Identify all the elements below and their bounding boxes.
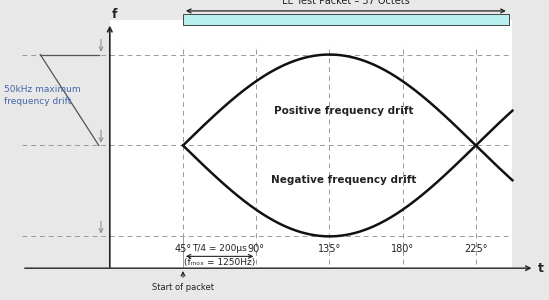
Text: 45°: 45° [175, 244, 192, 254]
Text: Negative frequency drift: Negative frequency drift [271, 175, 417, 185]
Text: t: t [538, 262, 544, 275]
Text: f: f [112, 8, 117, 21]
Text: Positive frequency drift: Positive frequency drift [274, 106, 414, 116]
Text: 135°: 135° [318, 244, 341, 254]
Text: 225°: 225° [464, 244, 488, 254]
Text: LE Test Packet – 37 Octets: LE Test Packet – 37 Octets [282, 0, 410, 6]
Text: 180°: 180° [391, 244, 414, 254]
Text: 50kHz maximum
frequency drift: 50kHz maximum frequency drift [4, 85, 80, 106]
Text: T/4 = 200μs: T/4 = 200μs [192, 244, 247, 253]
Bar [183, 14, 509, 25]
Text: (fₘₒₓ = 1250Hz): (fₘₒₓ = 1250Hz) [184, 258, 255, 267]
Text: Start of packet: Start of packet [152, 283, 214, 292]
Text: 90°: 90° [248, 244, 265, 254]
Bar [110, 20, 512, 268]
